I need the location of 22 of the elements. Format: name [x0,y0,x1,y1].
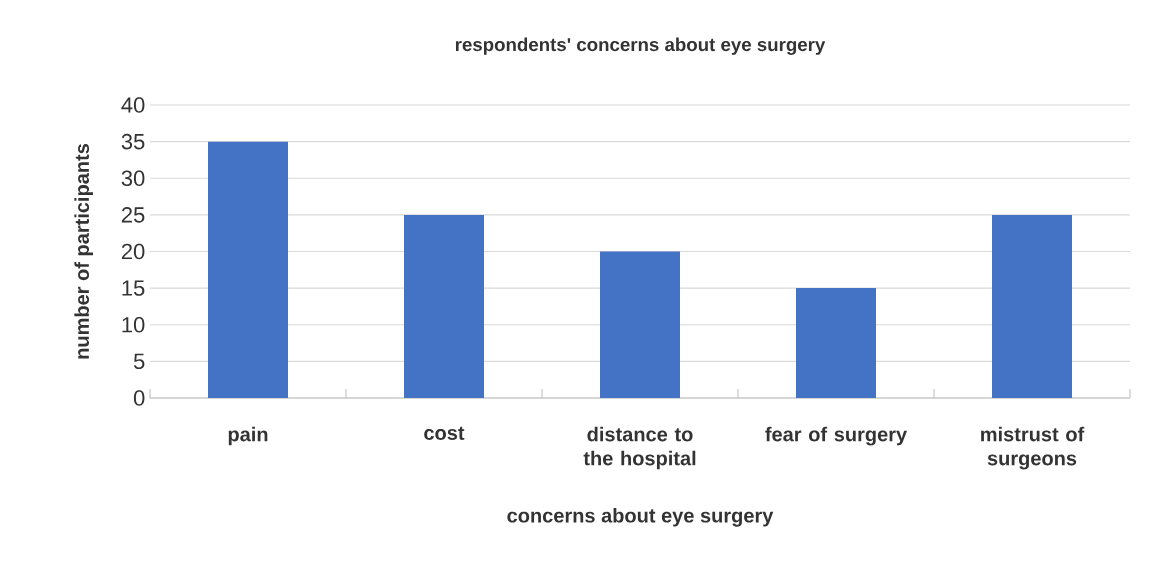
chart-title: respondents' concerns about eye surgery [455,37,826,55]
x-axis-title: concerns about eye surgery [507,507,774,527]
bar [404,214,484,398]
bar [208,141,289,398]
y-tick-label: 0 [133,390,145,406]
bar [796,288,877,398]
y-tick-label: 5 [133,353,145,370]
y-tick-label: 20 [121,243,145,260]
y-tick-label: 15 [122,280,145,296]
y-axis-title: number of participants [74,144,93,359]
y-tick-label: 30 [121,170,145,187]
y-tick-label: 25 [121,207,145,223]
x-tick-label: pain [228,426,268,446]
x-tick-label: fear of surgery [765,426,908,446]
bar [992,214,1073,398]
x-tick-label: cost [424,426,465,440]
y-tick-label: 10 [122,316,145,333]
y-tick-label: 40 [121,97,145,113]
x-tick-label: distance to the hospital [583,426,696,470]
y-tick-label: 35 [121,133,145,150]
bar [600,251,681,398]
x-tick-label: mistrust of surgeons [981,426,1085,470]
